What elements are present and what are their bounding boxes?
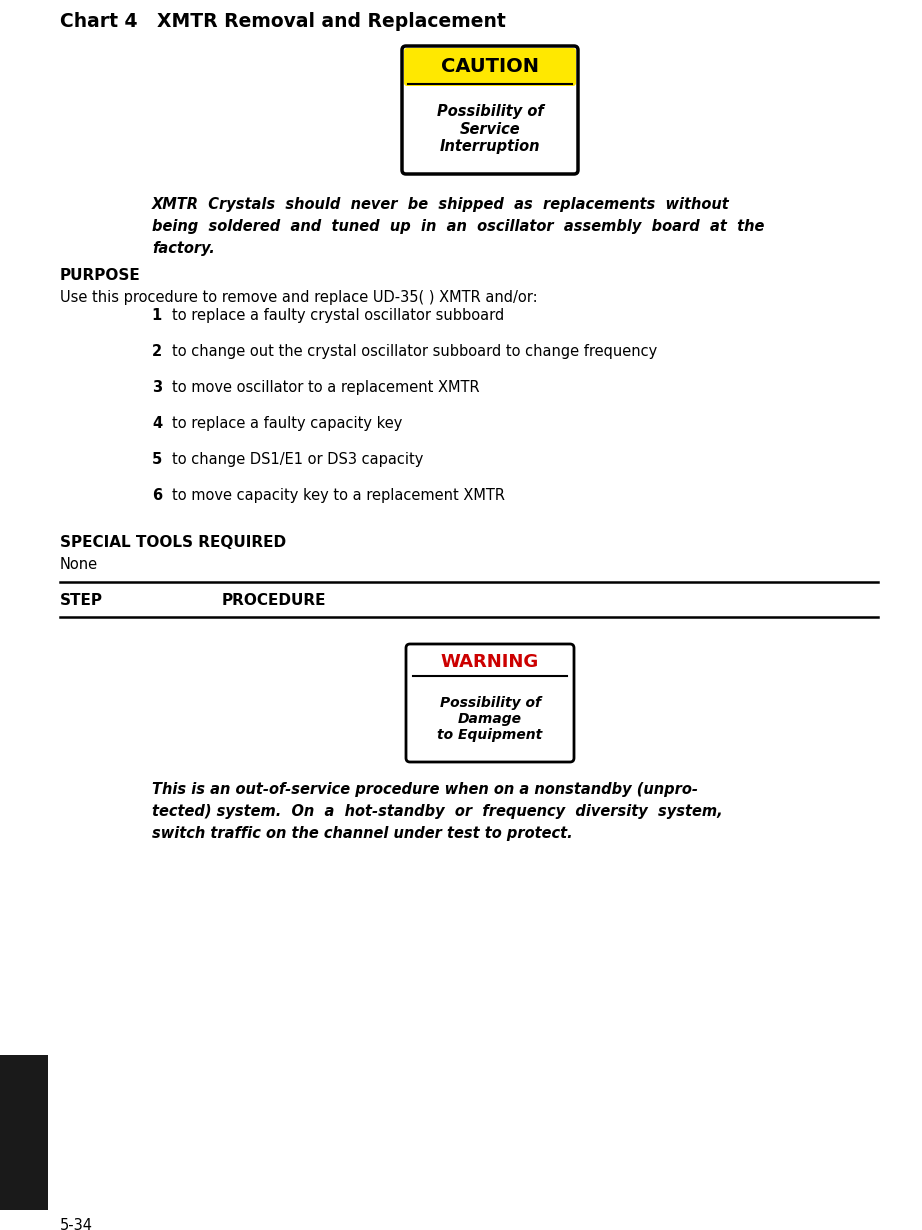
Text: PURPOSE: PURPOSE xyxy=(60,268,141,283)
Bar xyxy=(0,1055,48,1210)
Text: to move oscillator to a replacement XMTR: to move oscillator to a replacement XMTR xyxy=(172,380,479,395)
Text: XMTR  Crystals  should  never  be  shipped  as  replacements  without: XMTR Crystals should never be shipped as… xyxy=(152,197,729,212)
Text: PROCEDURE: PROCEDURE xyxy=(222,593,326,608)
Text: None: None xyxy=(60,557,98,572)
Text: STEP: STEP xyxy=(60,593,103,608)
Text: CAUTION: CAUTION xyxy=(441,58,539,76)
Text: 1: 1 xyxy=(152,308,162,323)
Text: WARNING: WARNING xyxy=(441,653,539,672)
Text: 2: 2 xyxy=(152,344,162,359)
Text: to change DS1/E1 or DS3 capacity: to change DS1/E1 or DS3 capacity xyxy=(172,451,423,467)
Text: Use this procedure to remove and replace UD-35( ) XMTR and/or:: Use this procedure to remove and replace… xyxy=(60,290,538,305)
Text: to replace a faulty capacity key: to replace a faulty capacity key xyxy=(172,416,402,430)
Text: to move capacity key to a replacement XMTR: to move capacity key to a replacement XM… xyxy=(172,488,505,503)
Text: factory.: factory. xyxy=(152,241,215,256)
Text: 5-34: 5-34 xyxy=(60,1218,93,1230)
Text: Possibility of
Damage
to Equipment: Possibility of Damage to Equipment xyxy=(437,696,543,742)
Text: Possibility of
Service
Interruption: Possibility of Service Interruption xyxy=(437,105,543,154)
Text: 6: 6 xyxy=(152,488,162,503)
FancyBboxPatch shape xyxy=(404,48,576,86)
Text: switch traffic on the channel under test to protect.: switch traffic on the channel under test… xyxy=(152,827,573,841)
Text: Chart 4   XMTR Removal and Replacement: Chart 4 XMTR Removal and Replacement xyxy=(60,12,506,31)
Text: being  soldered  and  tuned  up  in  an  oscillator  assembly  board  at  the: being soldered and tuned up in an oscill… xyxy=(152,219,764,234)
FancyBboxPatch shape xyxy=(402,46,578,173)
Text: tected) system.  On  a  hot-standby  or  frequency  diversity  system,: tected) system. On a hot-standby or freq… xyxy=(152,804,723,819)
Text: to change out the crystal oscillator subboard to change frequency: to change out the crystal oscillator sub… xyxy=(172,344,657,359)
Text: SPECIAL TOOLS REQUIRED: SPECIAL TOOLS REQUIRED xyxy=(60,535,286,550)
Text: 5: 5 xyxy=(152,451,162,467)
Text: to replace a faulty crystal oscillator subboard: to replace a faulty crystal oscillator s… xyxy=(172,308,504,323)
FancyBboxPatch shape xyxy=(406,645,574,763)
Text: 4: 4 xyxy=(152,416,162,430)
Text: 3: 3 xyxy=(152,380,162,395)
Text: This is an out-of-service procedure when on a nonstandby (unpro-: This is an out-of-service procedure when… xyxy=(152,782,698,797)
Bar xyxy=(407,50,573,82)
